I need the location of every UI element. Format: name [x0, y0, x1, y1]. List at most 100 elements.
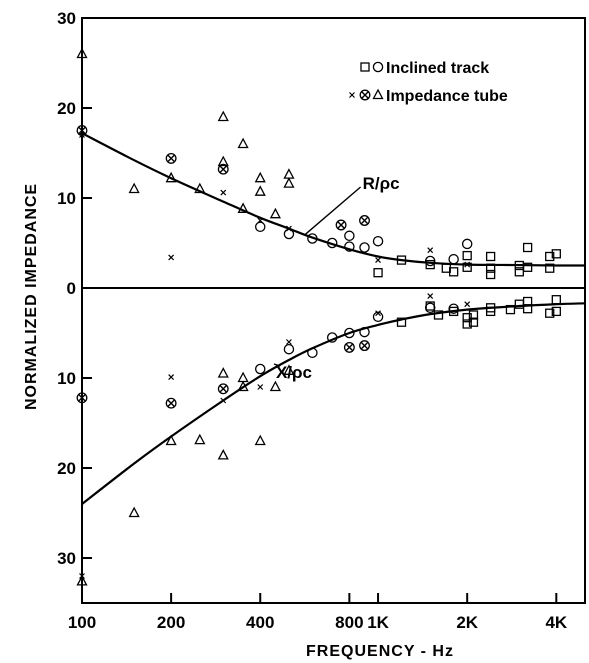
point-circle-x-9: [359, 340, 370, 352]
point-triangle-7: [237, 137, 249, 149]
point-x-4: [286, 225, 292, 232]
point-triangle-6: [237, 202, 249, 213]
y-tick-label-5: 20: [57, 459, 76, 478]
point-square-32: [551, 295, 561, 305]
point-circle-x-6: [165, 397, 177, 409]
y-tick-label-1: 20: [57, 99, 76, 118]
legend-label-inclined-track: Inclined track: [386, 60, 489, 77]
point-x-3: [257, 217, 264, 224]
point-circle-x-1: [165, 152, 177, 164]
point-circle-x-3: [335, 219, 347, 231]
y-tick-label-2: 10: [57, 189, 76, 208]
point-square-8: [485, 251, 496, 262]
y-tick-label-4: 10: [57, 369, 76, 388]
point-circle-19: [448, 303, 459, 314]
point-circle-17: [372, 311, 384, 323]
legend: Inclined track Impedance tube: [349, 60, 508, 105]
point-triangle-11: [283, 168, 295, 179]
point-square-9: [485, 269, 496, 280]
point-triangle-3: [194, 182, 206, 194]
point-circle-1: [283, 228, 295, 240]
legend-symbol-triangle: [372, 88, 384, 100]
x-axis-title: FREQUENCY - Hz: [306, 643, 454, 660]
point-circle-5: [344, 230, 355, 242]
point-square-24: [468, 317, 479, 327]
point-square-26: [485, 306, 496, 317]
data-points: [76, 47, 561, 586]
point-triangle-13: [76, 575, 88, 586]
point-triangle-2: [165, 171, 177, 183]
point-circle-14: [326, 332, 338, 343]
point-circle-15: [344, 327, 355, 339]
point-triangle-17: [217, 367, 229, 378]
point-circle-11: [254, 363, 266, 375]
x-tick-label-1: 200: [157, 613, 185, 632]
y-tick-label-6: 30: [57, 549, 76, 568]
point-square-12: [522, 242, 533, 253]
point-circle-18: [424, 302, 436, 314]
point-triangle-0: [76, 47, 88, 59]
y-ticks: 30 20 10 0 10 20 30: [57, 9, 92, 568]
point-circle-7: [372, 235, 384, 247]
point-square-16: [551, 249, 561, 259]
point-x-14: [427, 293, 434, 300]
point-x-11: [257, 384, 264, 390]
point-square-29: [522, 296, 533, 307]
point-circle-10: [461, 238, 473, 250]
point-triangle-8: [254, 171, 266, 183]
point-square-31: [545, 308, 555, 318]
point-square-27: [505, 304, 516, 315]
point-triangle-20: [237, 380, 249, 392]
legend-symbol-square: [360, 62, 370, 72]
point-x-5: [375, 257, 381, 264]
point-x-2: [220, 189, 227, 196]
point-x-13: [375, 310, 381, 317]
curve-x-rho-c: [81, 302, 586, 505]
point-square-7: [485, 263, 496, 273]
point-square-5: [462, 262, 472, 272]
point-circle-x-7: [217, 383, 229, 395]
point-triangle-19: [237, 371, 249, 383]
point-circle-2: [307, 233, 318, 244]
point-triangle-14: [128, 506, 140, 518]
x-tick-label-6: 4K: [545, 613, 567, 632]
y-tick-label-3: 0: [67, 279, 76, 298]
point-x-7: [464, 261, 471, 268]
legend-symbols-inclined-track: [360, 61, 384, 73]
point-triangle-21: [254, 434, 266, 446]
point-circle-8: [424, 255, 436, 267]
point-square-1: [396, 255, 407, 265]
point-x-15: [464, 301, 471, 308]
curve-annotations: R/ρc X/ρc: [273, 174, 400, 382]
x-ticks: 100 200 400 800 1K 2K 4K: [68, 593, 568, 632]
y-axis-title: NORMALIZED IMPEDANCE: [23, 183, 40, 410]
point-square-15: [545, 263, 555, 273]
x-tick-label-3: 800: [335, 613, 363, 632]
point-circle-13: [307, 347, 318, 359]
point-circle-12: [283, 343, 295, 355]
point-square-13: [522, 262, 533, 272]
point-triangle-12: [283, 177, 295, 188]
y-tick-label-0: 30: [57, 9, 76, 28]
point-circle-x-4: [359, 215, 370, 226]
legend-symbols-impedance-tube: [349, 88, 384, 101]
legend-symbol-circle: [372, 61, 384, 73]
point-square-6: [462, 250, 472, 261]
annotation-leader-1: [273, 363, 281, 367]
point-triangle-9: [254, 185, 266, 196]
fitted-curves: [81, 132, 586, 505]
point-circle-6: [359, 242, 370, 253]
point-circle-16: [359, 326, 370, 338]
point-square-19: [433, 310, 444, 320]
point-square-4: [448, 267, 459, 277]
point-x-10: [220, 397, 227, 404]
point-square-0: [373, 268, 383, 278]
point-x-12: [286, 339, 292, 345]
point-x-9: [168, 374, 175, 381]
point-circle-0: [254, 221, 266, 233]
point-triangle-5: [217, 155, 229, 167]
point-square-33: [551, 306, 561, 317]
point-x-1: [168, 254, 175, 261]
annotation-leader-0: [305, 186, 362, 235]
